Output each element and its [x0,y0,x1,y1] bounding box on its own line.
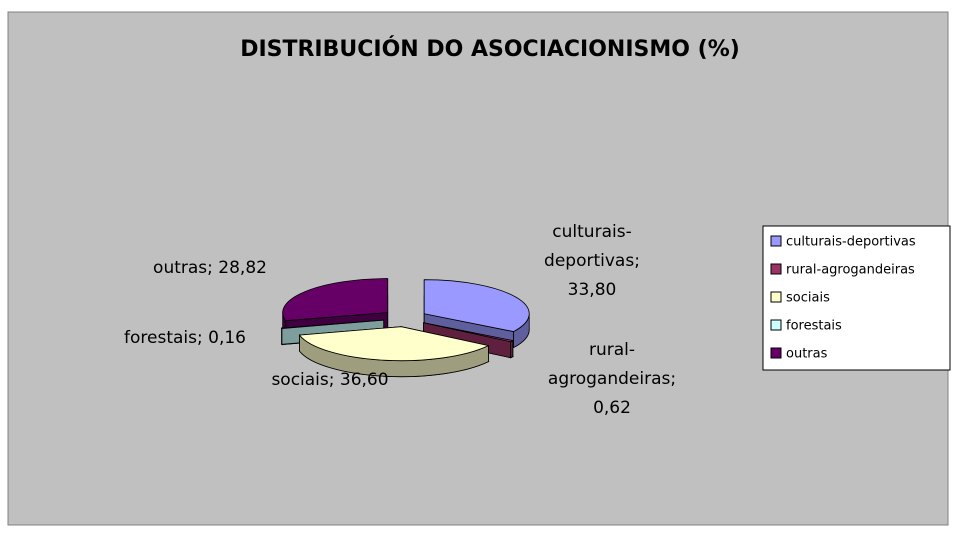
label-line: rural- [589,340,635,360]
legend-swatch [770,319,782,331]
legend-swatch [770,291,782,303]
slice-group [298,326,490,378]
pie-slice [282,278,389,322]
legend-label: forestais [786,319,842,334]
legend-label: sociais [786,291,830,306]
legend-swatch [770,347,782,359]
label-line: 0,62 [593,398,631,418]
data-label: forestais; 0,16 [124,328,246,348]
legend-label: rural-agrogandeiras [786,263,915,278]
data-label: rural-agrogandeiras; 0,62 [548,340,676,418]
legend-label: outras [786,347,828,362]
label-line: 33,80 [568,280,617,300]
data-label: sociais; 36,60 [271,370,388,390]
legend-box [762,225,951,371]
label-line: deportivas; [544,251,640,271]
pie-slice [298,326,490,362]
slice-wall [510,339,514,359]
legend-label: culturais-deportivas [786,235,916,250]
label-line: culturais- [552,222,631,242]
data-label: outras; 28,82 [153,258,267,278]
pie-slice [280,319,384,329]
pie-slice [423,322,515,343]
chart-title: DISTRIBUCIÓN DO ASOCIACIONISMO (%) [240,36,740,62]
legend-swatch [770,235,782,247]
pie-slice [423,279,530,332]
legend-swatch [770,263,782,275]
data-label: culturais-deportivas; 33,80 [544,222,640,300]
label-line: agrogandeiras; [548,369,676,389]
